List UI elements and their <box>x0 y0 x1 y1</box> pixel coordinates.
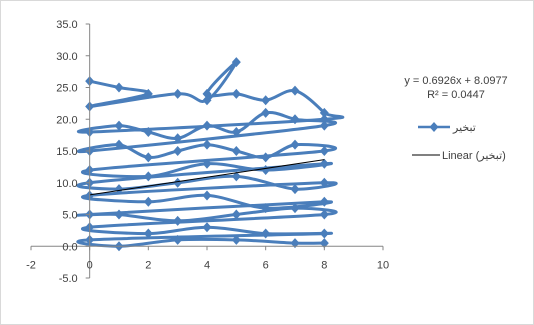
data-point <box>231 57 241 68</box>
legend-trendline-label: Linear (تبخير) <box>442 150 506 162</box>
data-point <box>143 152 153 163</box>
data-point <box>173 133 183 144</box>
data-point <box>261 152 271 163</box>
data-point <box>231 171 241 182</box>
y-tick-label: 30.0 <box>56 51 77 63</box>
trendline-equation: y = 0.6926x + 8.0977 <box>404 75 507 87</box>
y-tick-label: 35.0 <box>56 19 77 31</box>
data-point <box>290 114 300 125</box>
data-point <box>202 88 212 99</box>
data-point <box>319 228 329 239</box>
data-point <box>202 139 212 150</box>
axes: -5.0 0.0 5.0 10.0 15.0 20.0 25.0 30.0 35.0 -2 0 2 4 6… <box>26 19 389 285</box>
data-point <box>143 88 153 99</box>
data-point <box>290 184 300 195</box>
data-point <box>319 196 329 207</box>
y-tick-label: 0.0 <box>62 241 77 253</box>
data-point <box>202 190 212 201</box>
data-point <box>114 184 124 195</box>
data-point <box>143 228 153 239</box>
x-tick-label: 8 <box>321 259 327 271</box>
data-point <box>319 238 329 249</box>
data-point <box>231 146 241 156</box>
data-point <box>261 107 271 118</box>
data-point <box>319 114 329 125</box>
data-point <box>290 203 300 214</box>
x-tick-label: 2 <box>145 259 151 271</box>
x-tick-label: -2 <box>26 259 36 271</box>
data-point <box>261 228 271 239</box>
data-point <box>319 107 329 118</box>
data-point <box>319 146 329 156</box>
data-point <box>319 120 329 131</box>
data-point <box>202 222 212 233</box>
data-point <box>173 88 183 99</box>
series-line <box>76 60 345 248</box>
y-tick-label: 20.0 <box>56 114 77 126</box>
data-point <box>319 158 329 169</box>
y-tick-label: 5.0 <box>62 210 77 222</box>
data-point <box>202 120 212 131</box>
data-point <box>114 82 124 93</box>
data-point <box>319 209 329 220</box>
y-tick-label: 15.0 <box>56 146 77 158</box>
data-point <box>290 238 300 249</box>
y-tick-label: 25.0 <box>56 83 77 95</box>
data-point <box>290 85 300 96</box>
x-tick-label: 6 <box>263 259 269 271</box>
y-tick-label: 10.0 <box>56 178 77 190</box>
data-point <box>231 88 241 99</box>
plot-area <box>76 57 345 252</box>
data-point <box>114 120 124 131</box>
x-tick-label: 10 <box>377 259 389 271</box>
data-point <box>231 234 241 245</box>
data-point <box>261 203 271 214</box>
legend-series-label: تبخير <box>452 122 476 134</box>
data-point <box>173 234 183 245</box>
data-point <box>319 177 329 188</box>
trendline <box>89 159 325 196</box>
data-point <box>143 171 153 182</box>
legend-series-marker <box>429 122 439 132</box>
data-point <box>114 139 124 150</box>
data-point <box>143 196 153 207</box>
x-tick-label: 0 <box>87 259 93 271</box>
data-point <box>173 177 183 188</box>
data-point <box>114 209 124 220</box>
data-point <box>261 95 271 106</box>
data-point <box>143 126 153 137</box>
data-point <box>231 209 241 220</box>
legend: y = 0.6926x + 8.0977 R² = 0.0447 تبخير L… <box>404 75 507 162</box>
data-point <box>290 139 300 150</box>
data-point <box>202 158 212 169</box>
data-point <box>173 215 183 226</box>
data-point <box>231 126 241 137</box>
y-tick-label: -5.0 <box>59 273 78 285</box>
data-point <box>173 146 183 156</box>
trendline-r-squared: R² = 0.0447 <box>427 89 485 101</box>
data-point <box>261 165 271 176</box>
x-tick-label: 4 <box>204 259 210 271</box>
data-point <box>202 95 212 106</box>
